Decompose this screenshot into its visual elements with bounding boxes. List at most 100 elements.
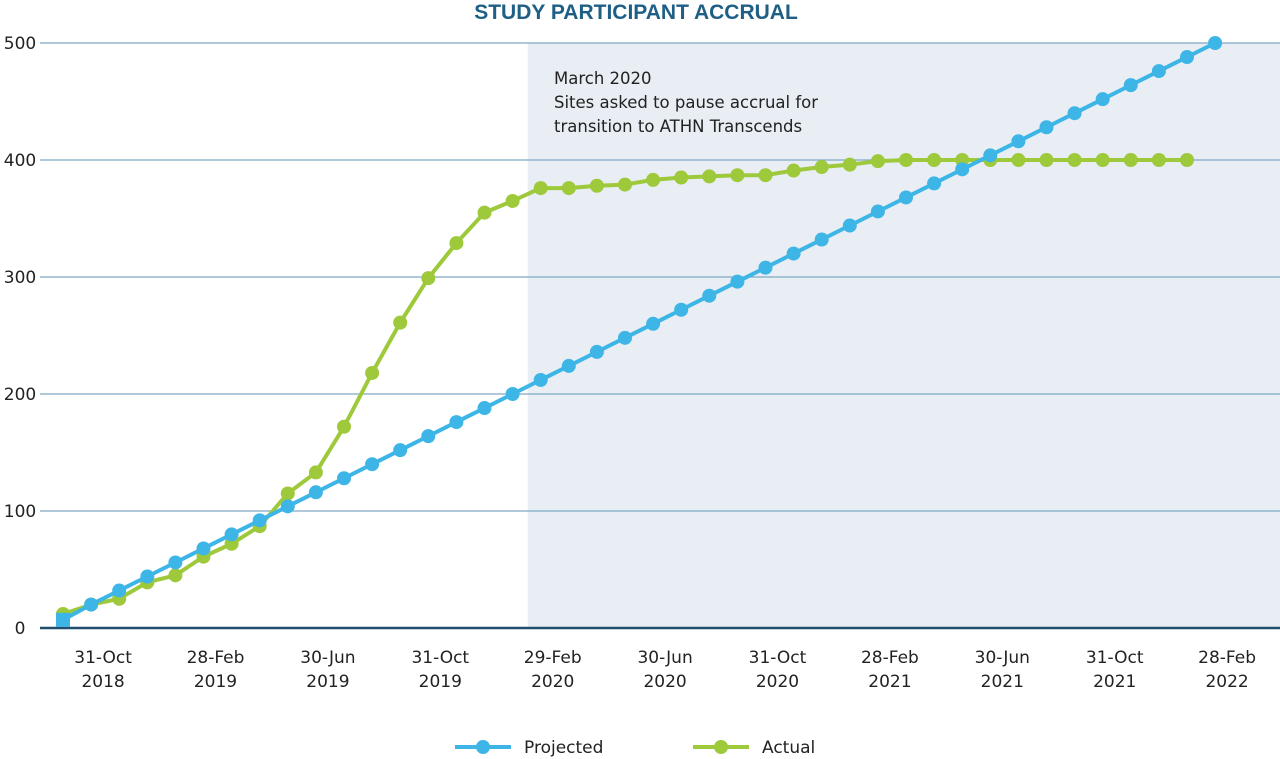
data-point-projected xyxy=(842,218,857,233)
data-point-projected xyxy=(730,274,745,289)
x-tick-label: 2022 xyxy=(1205,672,1248,692)
x-tick-label: 2021 xyxy=(1093,672,1136,692)
data-point-projected xyxy=(421,429,436,444)
data-point-projected xyxy=(252,513,267,528)
data-point-projected xyxy=(1180,50,1194,65)
data-point-projected xyxy=(589,344,604,359)
chart-title: STUDY PARTICIPANT ACCRUAL xyxy=(474,1,798,24)
legend-label: Projected xyxy=(524,738,603,758)
data-point-projected xyxy=(814,232,829,247)
data-point-projected xyxy=(561,358,576,373)
data-point-projected xyxy=(84,597,99,612)
data-point-projected xyxy=(786,246,801,261)
data-point-projected xyxy=(393,443,408,458)
data-point-actual xyxy=(1123,153,1138,167)
data-point-projected xyxy=(56,612,70,627)
x-tick-label: 31-Oct xyxy=(1086,648,1144,668)
x-tick-label: 28-Feb xyxy=(861,648,919,668)
data-point-projected xyxy=(1011,134,1026,149)
data-point-projected xyxy=(618,330,632,345)
data-point-actual xyxy=(927,153,942,167)
data-point-actual xyxy=(561,181,576,196)
data-point-projected xyxy=(758,260,773,275)
data-point-actual xyxy=(842,157,857,172)
pause-shaded-region xyxy=(527,43,1280,628)
data-point-actual xyxy=(730,168,745,183)
data-point-projected xyxy=(449,415,464,430)
annotation-text: Sites asked to pause accrual for xyxy=(554,93,818,112)
data-point-projected xyxy=(112,583,127,598)
y-tick-label: 400 xyxy=(4,151,36,171)
legend-label: Actual xyxy=(762,738,815,758)
data-point-projected xyxy=(140,569,155,584)
data-point-projected xyxy=(1151,64,1166,79)
x-tick-label: 30-Jun xyxy=(637,648,692,668)
data-point-projected xyxy=(646,316,661,331)
data-point-projected xyxy=(927,176,942,191)
annotation-text: March 2020 xyxy=(554,69,652,88)
data-point-projected xyxy=(365,457,380,472)
data-point-actual xyxy=(1067,153,1082,167)
data-point-projected xyxy=(899,190,913,205)
data-point-projected xyxy=(224,527,239,542)
x-tick-label: 2020 xyxy=(531,672,574,692)
data-point-actual xyxy=(1011,153,1026,167)
legend-marker xyxy=(714,740,728,754)
x-tick-label: 2019 xyxy=(419,672,462,692)
data-point-projected xyxy=(533,372,548,387)
data-point-actual xyxy=(814,160,829,175)
data-point-projected xyxy=(1067,106,1082,121)
data-point-actual xyxy=(393,315,408,330)
x-tick-label: 2019 xyxy=(194,672,237,692)
x-tick-label: 2021 xyxy=(981,672,1024,692)
y-tick-label: 0 xyxy=(15,619,26,639)
annotation-text: transition to ATHN Transcends xyxy=(554,117,802,136)
x-tick-label: 29-Feb xyxy=(524,648,582,668)
data-point-actual xyxy=(589,178,604,193)
data-point-actual xyxy=(702,169,717,184)
data-point-actual xyxy=(674,170,689,185)
data-point-actual xyxy=(337,419,351,434)
data-point-actual xyxy=(365,365,380,380)
data-point-actual xyxy=(449,236,464,251)
y-tick-label: 200 xyxy=(4,385,36,405)
x-tick-label: 31-Oct xyxy=(411,648,469,668)
x-tick-label: 28-Feb xyxy=(1198,648,1256,668)
x-tick-label: 30-Jun xyxy=(975,648,1030,668)
data-point-projected xyxy=(477,401,492,416)
x-tick-label: 30-Jun xyxy=(300,648,355,668)
data-point-actual xyxy=(1095,153,1110,167)
data-point-actual xyxy=(618,177,632,192)
data-point-actual xyxy=(421,271,436,286)
data-point-actual xyxy=(758,168,773,183)
legend-marker xyxy=(476,740,490,754)
x-tick-label: 2018 xyxy=(81,672,124,692)
data-point-projected xyxy=(1208,36,1223,50)
data-point-actual xyxy=(505,193,520,208)
data-point-actual xyxy=(1180,153,1194,167)
data-point-actual xyxy=(477,205,492,220)
data-point-actual xyxy=(308,465,323,480)
x-tick-label: 2019 xyxy=(306,672,349,692)
data-point-projected xyxy=(955,162,970,177)
y-tick-label: 500 xyxy=(4,34,36,54)
data-point-projected xyxy=(1095,92,1110,107)
y-tick-label: 300 xyxy=(4,268,36,288)
x-tick-label: 2020 xyxy=(643,672,686,692)
data-point-actual xyxy=(646,172,661,187)
data-point-actual xyxy=(1039,153,1054,167)
x-tick-label: 31-Oct xyxy=(749,648,807,668)
data-point-projected xyxy=(1039,120,1054,135)
data-point-projected xyxy=(505,387,520,401)
data-point-projected xyxy=(308,485,323,500)
data-point-projected xyxy=(337,471,351,486)
data-point-actual xyxy=(280,486,295,501)
data-point-projected xyxy=(870,204,885,219)
data-point-actual xyxy=(168,568,183,583)
x-tick-label: 2021 xyxy=(868,672,911,692)
data-point-projected xyxy=(983,148,998,163)
data-point-actual xyxy=(533,181,548,196)
data-point-projected xyxy=(196,541,211,556)
x-tick-label: 28-Feb xyxy=(187,648,245,668)
